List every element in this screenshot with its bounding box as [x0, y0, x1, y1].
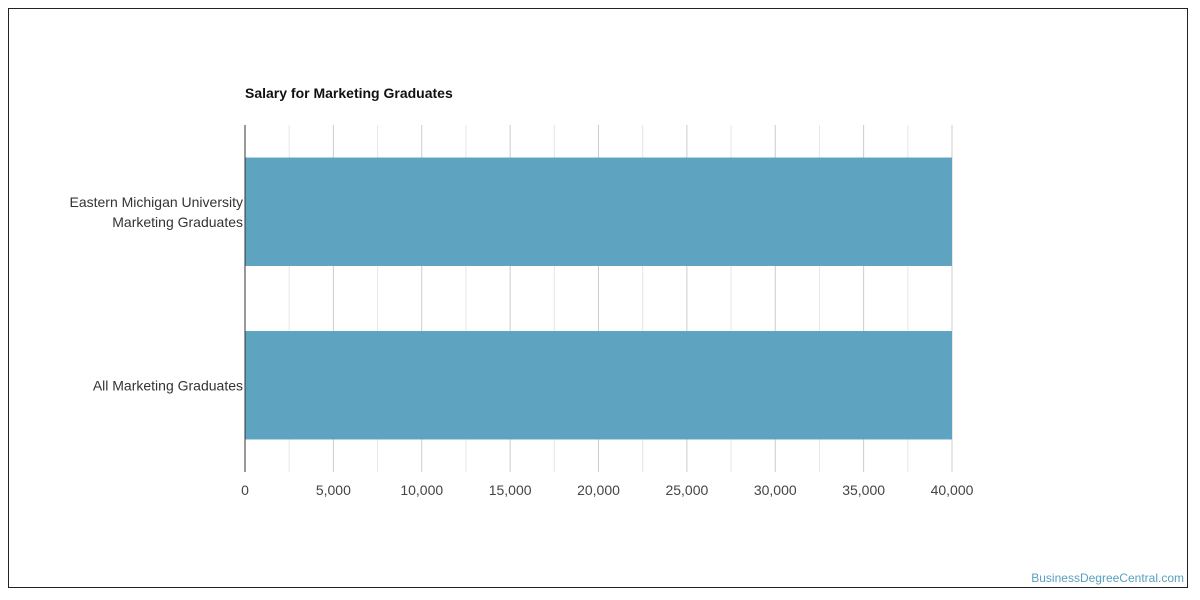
- bar-1: [245, 157, 952, 266]
- x-tick-label: 15,000: [489, 482, 532, 498]
- bar-2: [245, 331, 952, 440]
- category-label: All Marketing Graduates: [93, 377, 243, 393]
- x-tick-label: 10,000: [400, 482, 443, 498]
- x-tick-label: 40,000: [931, 482, 974, 498]
- watermark: BusinessDegreeCentral.com: [1031, 571, 1184, 585]
- chart-title: Salary for Marketing Graduates: [245, 85, 453, 101]
- x-tick-label: 5,000: [316, 482, 351, 498]
- x-tick-label: 20,000: [577, 482, 620, 498]
- x-tick-label: 30,000: [754, 482, 797, 498]
- x-tick-label: 35,000: [842, 482, 885, 498]
- category-label: Eastern Michigan University: [69, 194, 243, 210]
- x-tick-label: 0: [241, 482, 249, 498]
- x-tick-label: 25,000: [665, 482, 708, 498]
- category-label: Marketing Graduates: [112, 214, 243, 230]
